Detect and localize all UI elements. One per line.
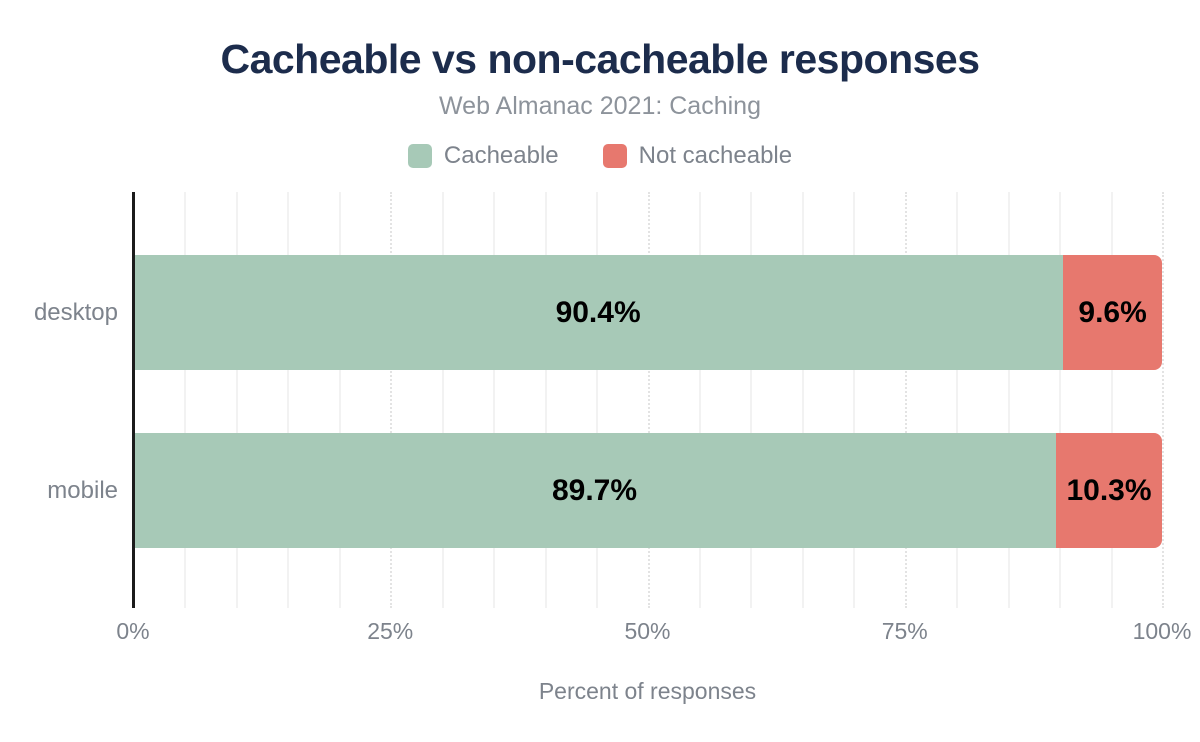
- x-axis-tick-75: 75%: [881, 618, 928, 644]
- minor-gridline: [1059, 192, 1062, 608]
- legend-item-1[interactable]: Not cacheable: [602, 142, 793, 170]
- bar-value-label: 90.4%: [555, 295, 641, 329]
- x-axis-tick-25: 25%: [367, 618, 414, 644]
- minor-gridline: [441, 192, 444, 608]
- plot-area: 90.4% 9.6% 89.7% 10.3%: [132, 192, 1164, 608]
- chart-title: Cacheable vs non-cacheable responses: [220, 36, 980, 82]
- x-axis-title: Percent of responses: [538, 678, 757, 704]
- minor-gridline: [1007, 192, 1010, 608]
- minor-gridline: [596, 192, 599, 608]
- y-axis-line: [132, 192, 135, 608]
- x-axis-tick-50: 50%: [624, 618, 671, 644]
- minor-gridline: [184, 192, 187, 608]
- legend-label: Not cacheable: [638, 142, 793, 169]
- bar-segment-desktop-cacheable[interactable]: 90.4%: [133, 255, 1064, 370]
- minor-gridline: [287, 192, 290, 608]
- bar-row-mobile: 89.7% 10.3%: [133, 433, 1162, 548]
- bar-segment-mobile-cacheable[interactable]: 89.7%: [133, 433, 1056, 548]
- legend-item-0[interactable]: Cacheable: [407, 142, 559, 170]
- minor-gridline: [698, 192, 701, 608]
- minor-gridline: [235, 192, 238, 608]
- legend-swatch-icon: [602, 144, 627, 168]
- chart-subtitle: Web Almanac 2021: Caching: [439, 92, 761, 120]
- minor-gridline: [750, 192, 753, 608]
- major-gridline: [904, 192, 907, 608]
- minor-gridline: [338, 192, 341, 608]
- minor-gridline: [493, 192, 496, 608]
- minor-gridline: [544, 192, 547, 608]
- bar-segment-mobile-not-cacheable[interactable]: 10.3%: [1056, 433, 1162, 548]
- bar-value-label: 10.3%: [1066, 473, 1152, 507]
- minor-gridline: [1110, 192, 1113, 608]
- bar-value-label: 89.7%: [551, 473, 638, 507]
- minor-gridline: [956, 192, 959, 608]
- bar-row-desktop: 90.4% 9.6%: [133, 255, 1162, 370]
- x-axis-tick-100: 100%: [1132, 618, 1192, 644]
- bar-value-label: 9.6%: [1078, 295, 1147, 329]
- legend: Cacheable Not cacheable: [0, 142, 1200, 170]
- bar-segment-desktop-not-cacheable[interactable]: 9.6%: [1063, 255, 1162, 370]
- major-gridline: [390, 192, 393, 608]
- x-axis-tick-0: 0%: [116, 618, 150, 644]
- y-axis-category-label-mobile: mobile: [47, 476, 118, 504]
- y-axis-category-label-desktop: desktop: [33, 298, 118, 326]
- major-gridline: [647, 192, 650, 608]
- legend-swatch-icon: [407, 144, 432, 168]
- legend-label: Cacheable: [443, 142, 559, 169]
- minor-gridline: [853, 192, 856, 608]
- major-gridline: [1162, 192, 1164, 608]
- minor-gridline: [801, 192, 804, 608]
